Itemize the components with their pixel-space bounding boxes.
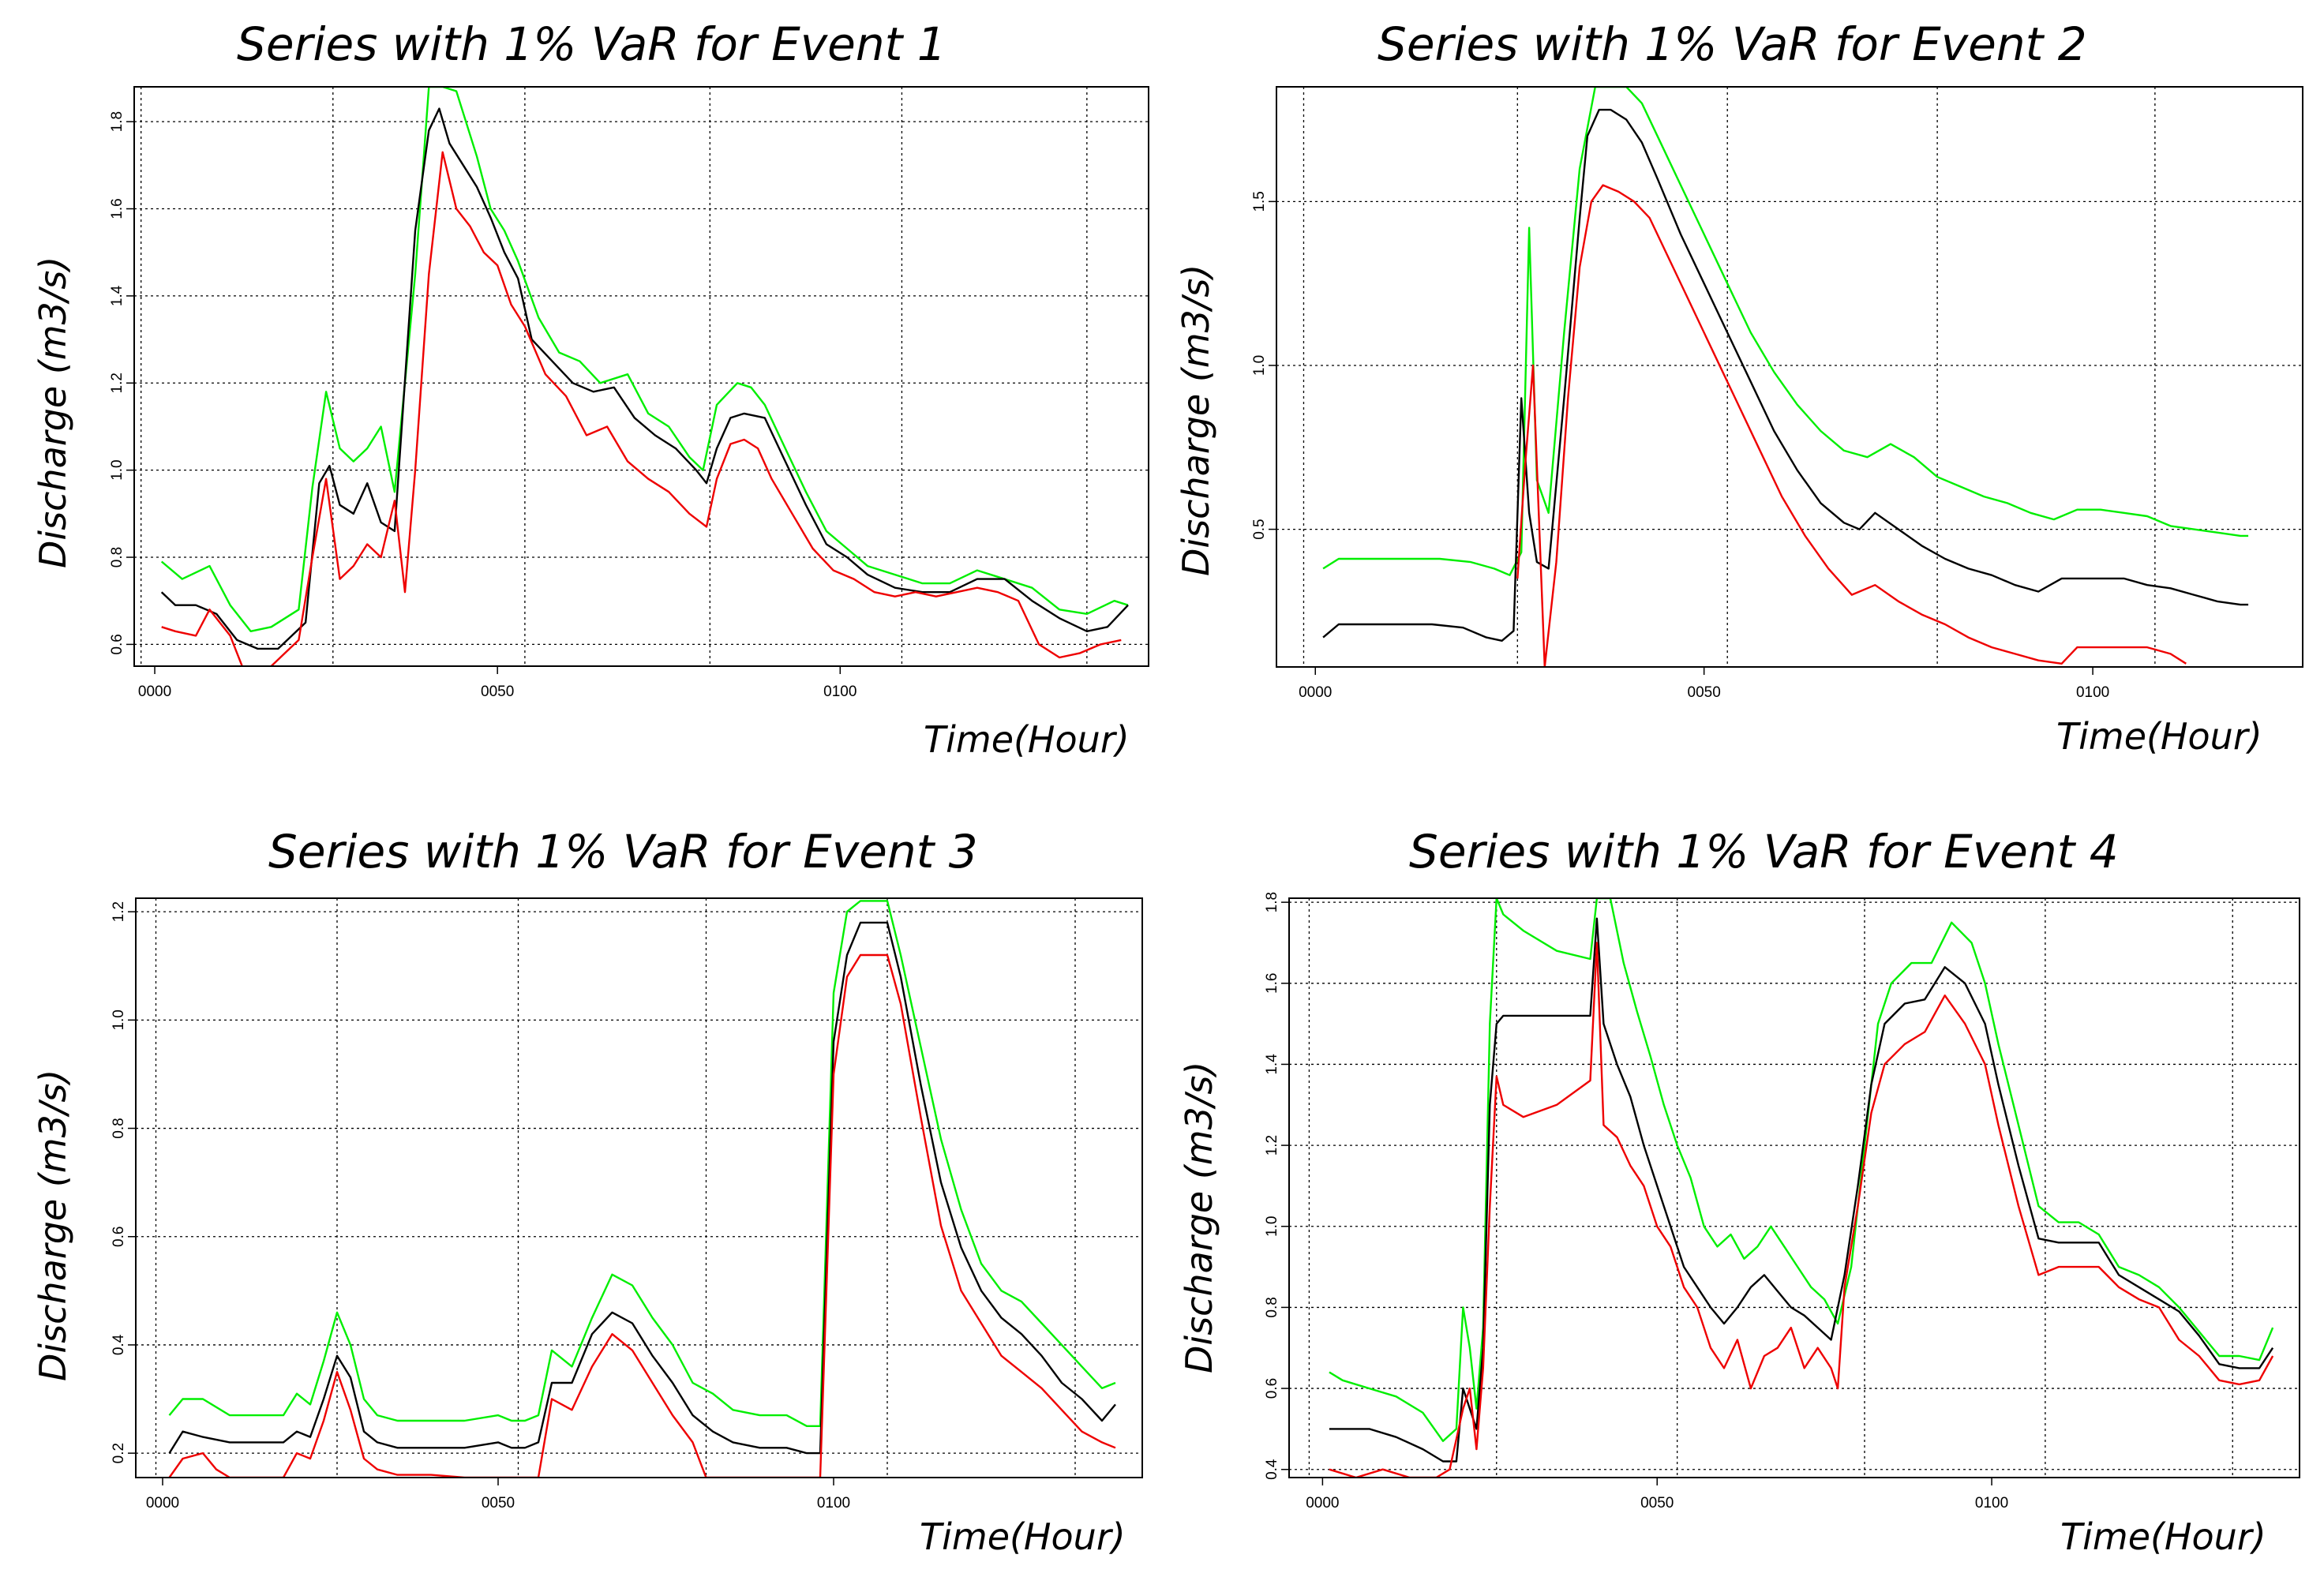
series-group [1322,87,2249,667]
x-tick-label: 0100 [823,684,857,700]
y-tick-label: 1.2 [1264,1135,1280,1156]
series-line-lower [168,953,1116,1478]
series-line-lower [1516,184,2187,667]
plot-area: 0.4 0.6 0.8 1.0 1.2 1.4 1.6 1.8 0000 0050 0100 [1264,892,2300,1511]
y-tick-label: 1.4 [1264,1054,1280,1075]
series-line-mean [1322,108,2249,642]
y-tick-label: 1.5 [1251,191,1268,212]
chart-title: Series with 1% VaR for Event 4 [1409,825,2119,878]
y-axis-label: Discharge (m3/s) [1178,1061,1220,1373]
plot-area: 0.6 0.8 1.0 1.2 1.4 1.6 1.8 0000 0050 0100 [109,86,1149,700]
y-tick-label: 0.8 [111,1118,127,1138]
x-axis-label: Time(Hour) [2056,715,2262,758]
y-tick-label: 0.8 [109,547,126,567]
x-axis-label: Time(Hour) [924,718,1130,761]
series-line-upper [160,87,1129,632]
series-line-upper [168,900,1116,1427]
plot-frame [1276,86,2303,668]
plot-area: 0.5 1.0 1.5 0000 0050 0100 [1251,86,2303,701]
y-tick-label: 0.6 [111,1227,127,1247]
y-axis-label: Discharge (m3/s) [32,1069,74,1381]
series-line-upper [1329,898,2274,1442]
y-tick-label: 0.6 [109,634,126,654]
series-line-lower [161,151,1122,666]
y-tick-label: 1.6 [1264,973,1280,994]
x-axis-label: Time(Hour) [2060,1515,2266,1558]
x-tick-label: 0050 [481,684,514,700]
chart-title: Series with 1% VaR for Event 1 [237,17,946,71]
plot-frame [133,86,1149,667]
y-tick-label: 0.4 [1264,1459,1280,1480]
y-tick-label: 0.8 [1264,1297,1280,1317]
y-tick-label: 1.6 [109,198,126,219]
y-tick-label: 0.2 [111,1443,127,1463]
series-line-lower [1329,942,2274,1478]
chart-title: Series with 1% VaR for Event 3 [268,825,978,878]
y-tick-label: 1.2 [109,373,126,393]
y-tick-label: 1.0 [1264,1216,1280,1237]
series-line-mean [168,921,1116,1455]
y-tick-label: 1.2 [111,901,127,922]
series-line-mean [1329,917,2274,1463]
plot-frame [1288,897,2300,1478]
y-tick-label: 1.0 [111,1010,127,1030]
y-axis-label: Discharge (m3/s) [32,256,74,568]
plot-area: 0.2 0.4 0.6 0.8 1.0 1.2 0000 0050 0100 [111,897,1143,1511]
x-tick-label: 0100 [1975,1495,2008,1511]
chart-title: Series with 1% VaR for Event 2 [1378,17,2087,71]
y-tick-label: 1.0 [109,459,126,480]
series-group [168,900,1116,1478]
x-tick-label: 0050 [1640,1495,1674,1511]
x-tick-label: 0000 [1299,684,1332,701]
x-tick-label: 0100 [817,1495,850,1511]
y-tick-label: 1.8 [109,111,126,132]
x-tick-label: 0000 [138,684,171,700]
series-line-mean [160,107,1129,650]
y-tick-label: 0.4 [111,1334,127,1355]
y-tick-label: 0.6 [1264,1378,1280,1399]
y-axis-label: Discharge (m3/s) [1175,264,1217,576]
plot-frame [135,897,1143,1478]
x-tick-label: 0000 [146,1495,179,1511]
x-tick-label: 0000 [1306,1495,1339,1511]
y-tick-label: 1.4 [109,285,126,306]
x-tick-label: 0050 [482,1495,515,1511]
y-tick-label: 0.5 [1251,519,1268,539]
x-tick-label: 0050 [1688,684,1721,701]
x-axis-label: Time(Hour) [920,1515,1126,1558]
x-tick-label: 0100 [2076,684,2109,701]
series-group [1329,898,2274,1478]
series-group [160,87,1129,666]
y-tick-label: 1.8 [1264,892,1280,912]
y-tick-label: 1.0 [1251,355,1268,376]
